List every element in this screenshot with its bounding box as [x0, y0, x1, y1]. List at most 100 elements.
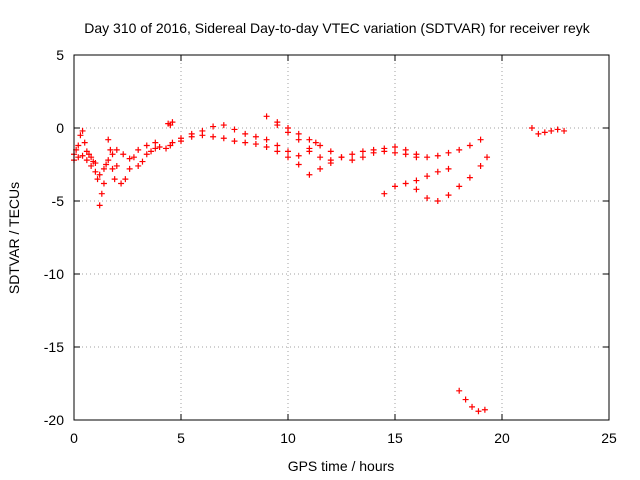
data-point [392, 143, 398, 150]
data-point [109, 165, 116, 172]
data-point [92, 168, 99, 175]
plot-frame [73, 54, 610, 421]
data-point [285, 129, 291, 136]
y-tick-label: 0 [56, 120, 64, 136]
data-point [413, 177, 420, 184]
data-point [456, 183, 463, 190]
data-point [349, 151, 356, 158]
series-arc-drop [381, 165, 452, 197]
data-point [554, 126, 561, 133]
series-arc-mid-2 [167, 132, 484, 178]
data-point [81, 139, 88, 146]
data-point [79, 127, 86, 134]
data-point [156, 143, 163, 150]
data-point [210, 133, 217, 140]
data-point [130, 154, 137, 161]
data-point [113, 146, 120, 153]
data-point [381, 190, 388, 197]
data-point [477, 162, 484, 169]
data-point [413, 154, 420, 161]
data-point [103, 161, 110, 168]
data-point [548, 127, 555, 134]
data-point [295, 130, 302, 137]
data-point [83, 157, 90, 164]
series-arc-early [71, 127, 163, 209]
data-point [100, 180, 107, 187]
data-point [210, 123, 217, 130]
data-point [220, 122, 227, 129]
data-point [120, 151, 127, 158]
data-point [220, 135, 227, 142]
data-point [242, 130, 249, 137]
series-arc-upper [263, 113, 319, 146]
data-point [274, 142, 281, 149]
data-point [456, 387, 463, 394]
data-point [466, 142, 473, 149]
y-tick-label: -20 [44, 412, 64, 428]
series-arc-early-2 [71, 139, 159, 178]
data-point [456, 146, 463, 153]
data-point [306, 171, 313, 178]
data-point [263, 143, 270, 150]
data-point [359, 154, 366, 161]
data-point [75, 154, 82, 161]
series-arc-low [456, 387, 488, 415]
data-point [392, 183, 398, 190]
data-point [561, 127, 568, 134]
data-point [94, 176, 101, 183]
data-point [252, 141, 259, 148]
data-point [274, 148, 281, 155]
data-point [285, 154, 291, 161]
data-point [434, 198, 441, 204]
data-point [434, 168, 441, 175]
data-point [88, 162, 95, 169]
series-arc-upper-2 [274, 122, 334, 167]
x-tick-label: 10 [280, 430, 296, 446]
series-arc-east [165, 119, 176, 129]
ticks: 0 5 10 15 20 25 5 0 -5 -10 -15 -20 [44, 47, 617, 446]
data-point [445, 149, 452, 156]
data-point [252, 133, 259, 140]
data-point [143, 142, 150, 149]
data-point [481, 406, 488, 413]
data-point [434, 152, 441, 159]
chart-title: Day 310 of 2016, Sidereal Day-to-day VTE… [84, 20, 590, 36]
y-tick-label: 5 [56, 47, 64, 63]
data-point [135, 146, 142, 153]
data-point [163, 145, 170, 152]
data-point [126, 155, 133, 162]
data-point [317, 165, 324, 172]
data-point [295, 136, 302, 143]
data-point [231, 126, 238, 133]
data-point [152, 139, 159, 146]
data-point [126, 165, 133, 172]
x-axis-label: GPS time / hours [288, 458, 395, 474]
data-point [77, 132, 84, 139]
data-point [75, 142, 82, 149]
data-point [306, 145, 313, 152]
data-point [317, 154, 324, 161]
y-tick-label: -10 [44, 266, 64, 282]
data-point [263, 136, 270, 143]
data-point [541, 129, 548, 136]
data-point [402, 180, 409, 187]
series-arc-drop-2 [413, 154, 491, 204]
data-point [105, 157, 112, 164]
data-point [98, 190, 105, 197]
data-point [143, 151, 150, 158]
data-point [167, 142, 174, 149]
data-point [105, 136, 112, 143]
data-point [528, 125, 535, 131]
data-point [107, 146, 114, 153]
data-point [359, 148, 366, 155]
series-arc-late [528, 125, 568, 137]
data-point [79, 152, 86, 159]
data-point [469, 403, 476, 410]
data-point [392, 149, 398, 156]
data-point [199, 132, 206, 139]
data-point [475, 408, 482, 415]
data-point [327, 148, 334, 155]
data-point [88, 154, 95, 161]
data-point [96, 202, 103, 209]
